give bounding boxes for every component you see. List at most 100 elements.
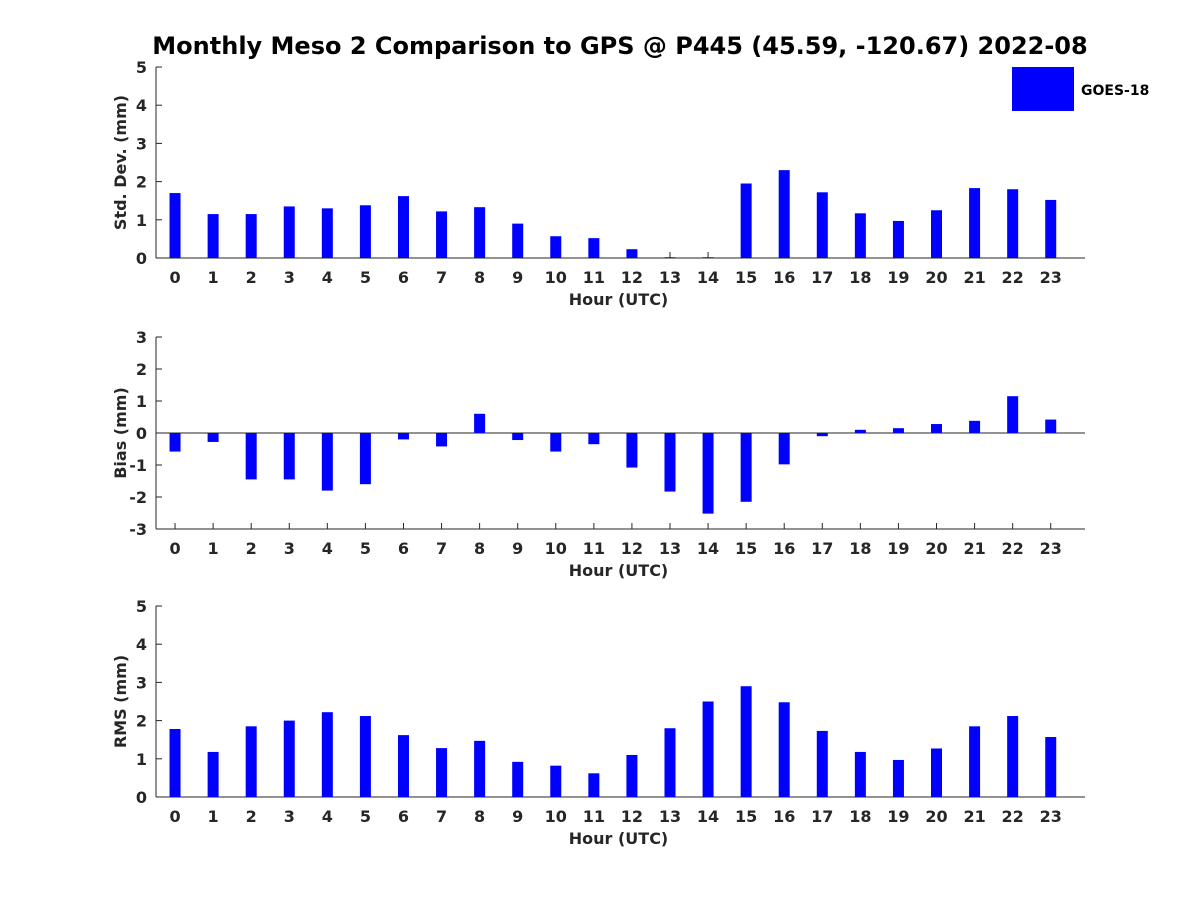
std-dev-bar bbox=[359, 205, 371, 258]
bias-x-tick-label: 1 bbox=[208, 539, 219, 558]
legend: GOES-18 bbox=[1012, 67, 1149, 111]
std-dev-x-tick-label: 2 bbox=[246, 268, 257, 287]
bias-bar bbox=[702, 433, 714, 514]
rms-x-tick-label: 6 bbox=[398, 807, 409, 826]
std-dev-x-tick-label: 15 bbox=[735, 268, 757, 287]
bias-bar bbox=[740, 433, 752, 502]
rms-y-tick-label: 1 bbox=[136, 750, 147, 769]
std-dev-y-axis-label: Std. Dev. (mm) bbox=[111, 95, 130, 230]
bias-x-tick-label: 21 bbox=[963, 539, 985, 558]
std-dev-x-tick-label: 5 bbox=[360, 268, 371, 287]
bias-x-tick-label: 11 bbox=[583, 539, 605, 558]
bias-y-tick-label: 2 bbox=[136, 360, 147, 379]
bias-bar bbox=[397, 433, 409, 440]
rms-bar bbox=[854, 751, 866, 797]
std-dev-x-tick-label: 14 bbox=[697, 268, 719, 287]
bias-x-tick-label: 23 bbox=[1040, 539, 1062, 558]
bias-x-axis-label: Hour (UTC) bbox=[569, 561, 669, 580]
rms-x-tick-label: 4 bbox=[322, 807, 333, 826]
bias-bar bbox=[778, 433, 790, 465]
bias-bar bbox=[359, 433, 371, 485]
bias-x-tick-label: 9 bbox=[512, 539, 523, 558]
rms-x-tick-label: 1 bbox=[208, 807, 219, 826]
rms-bar bbox=[778, 702, 790, 797]
std-dev-bar bbox=[474, 207, 486, 258]
bias-bar bbox=[321, 433, 333, 491]
std-dev-bar bbox=[702, 257, 714, 258]
bias-x-tick-label: 22 bbox=[1002, 539, 1024, 558]
bias-x-tick-label: 8 bbox=[474, 539, 485, 558]
std-dev-y-tick-label: 5 bbox=[136, 58, 147, 77]
rms-x-tick-label: 13 bbox=[659, 807, 681, 826]
std-dev-x-tick-label: 6 bbox=[398, 268, 409, 287]
rms-x-tick-label: 5 bbox=[360, 807, 371, 826]
bias-y-tick-label: 1 bbox=[136, 392, 147, 411]
rms-y-tick-label: 0 bbox=[136, 788, 147, 807]
std-dev-bar bbox=[740, 183, 752, 258]
std-dev-x-tick-label: 19 bbox=[887, 268, 909, 287]
bias-x-tick-label: 20 bbox=[925, 539, 947, 558]
std-dev-bar bbox=[245, 214, 257, 258]
bias-y-tick-label: 0 bbox=[136, 424, 147, 443]
std-dev-bar bbox=[816, 192, 828, 258]
rms-x-tick-label: 23 bbox=[1040, 807, 1062, 826]
rms-bar bbox=[550, 765, 562, 797]
bias-bar bbox=[550, 433, 562, 452]
bias-bar bbox=[1045, 419, 1057, 433]
legend-swatch bbox=[1012, 67, 1074, 111]
rms-y-tick-label: 4 bbox=[136, 635, 147, 654]
bias-bar bbox=[892, 428, 904, 433]
std-dev-y-tick-label: 1 bbox=[136, 211, 147, 230]
bias-bar bbox=[626, 433, 638, 468]
bias-bar bbox=[207, 433, 219, 442]
bias-x-tick-label: 10 bbox=[545, 539, 567, 558]
std-dev-x-tick-label: 1 bbox=[208, 268, 219, 287]
bias-x-tick-label: 6 bbox=[398, 539, 409, 558]
std-dev-x-tick-label: 3 bbox=[284, 268, 295, 287]
bias-bar bbox=[664, 433, 676, 492]
bias-x-tick-label: 2 bbox=[246, 539, 257, 558]
rms-x-tick-label: 10 bbox=[545, 807, 567, 826]
rms-bar bbox=[1007, 716, 1019, 797]
rms-bar bbox=[740, 686, 752, 797]
std-dev-y-tick-label: 4 bbox=[136, 96, 147, 115]
std-dev-bar bbox=[969, 188, 981, 258]
bias-x-tick-label: 3 bbox=[284, 539, 295, 558]
std-dev-x-tick-label: 13 bbox=[659, 268, 681, 287]
chart-title: Monthly Meso 2 Comparison to GPS @ P445 … bbox=[152, 32, 1087, 60]
rms-x-tick-label: 18 bbox=[849, 807, 871, 826]
bias-y-tick-label: -3 bbox=[129, 520, 147, 539]
rms-bar bbox=[969, 726, 981, 797]
rms-x-tick-label: 15 bbox=[735, 807, 757, 826]
bias-bar bbox=[474, 413, 486, 433]
rms-x-tick-label: 7 bbox=[436, 807, 447, 826]
legend-label: GOES-18 bbox=[1081, 83, 1149, 99]
std-dev-bar bbox=[778, 170, 790, 258]
bias-bar bbox=[436, 433, 448, 447]
std-dev-bar bbox=[397, 196, 409, 258]
bias-y-tick-label: -1 bbox=[129, 456, 147, 475]
std-dev-x-tick-label: 4 bbox=[322, 268, 333, 287]
std-dev-x-tick-label: 20 bbox=[925, 268, 947, 287]
bias-x-tick-label: 13 bbox=[659, 539, 681, 558]
rms-bar bbox=[474, 740, 486, 797]
rms-bar bbox=[207, 751, 219, 797]
bias-x-tick-label: 18 bbox=[849, 539, 871, 558]
rms-bar bbox=[588, 773, 600, 797]
std-dev-x-tick-label: 11 bbox=[583, 268, 605, 287]
bias-x-tick-label: 15 bbox=[735, 539, 757, 558]
rms-bar bbox=[892, 759, 904, 797]
std-dev-bar bbox=[626, 249, 638, 258]
std-dev-x-tick-label: 18 bbox=[849, 268, 871, 287]
rms-y-axis-label: RMS (mm) bbox=[111, 655, 130, 748]
bias-x-tick-label: 16 bbox=[773, 539, 795, 558]
std-dev-y-tick-label: 0 bbox=[136, 249, 147, 268]
std-dev-x-tick-label: 7 bbox=[436, 268, 447, 287]
rms-y-tick-label: 3 bbox=[136, 673, 147, 692]
bias-x-tick-label: 19 bbox=[887, 539, 909, 558]
bias-y-tick-label: -2 bbox=[129, 488, 147, 507]
rms-x-tick-label: 3 bbox=[284, 807, 295, 826]
rms-bar bbox=[359, 716, 371, 797]
